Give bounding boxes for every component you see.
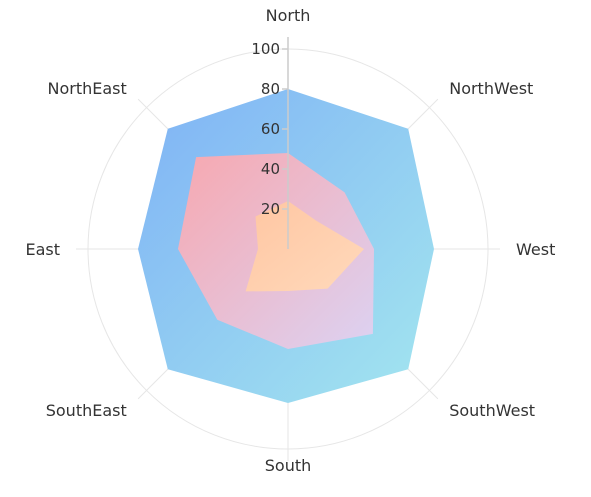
category-label-southeast: SouthEast bbox=[46, 401, 127, 420]
category-label-north: North bbox=[266, 6, 311, 25]
category-label-northeast: NorthEast bbox=[47, 79, 126, 98]
category-label-northwest: NorthWest bbox=[449, 79, 533, 98]
series-area-3 bbox=[245, 201, 364, 292]
category-label-south: South bbox=[265, 456, 312, 475]
radial-tick-label: 60 bbox=[261, 120, 280, 138]
radial-tick-label: 80 bbox=[261, 80, 280, 98]
radar-category-labels: North NorthWest West SouthWest South SouthEas… bbox=[25, 6, 555, 475]
radial-tick-label: 100 bbox=[251, 40, 280, 58]
category-label-east: East bbox=[25, 240, 60, 259]
radar-tick-labels: 20 40 60 80 100 bbox=[251, 40, 280, 218]
radial-tick-label: 40 bbox=[261, 160, 280, 178]
radar-series bbox=[138, 89, 434, 403]
radar-axes bbox=[282, 37, 289, 249]
radial-tick-label: 20 bbox=[261, 200, 280, 218]
category-label-southwest: SouthWest bbox=[449, 401, 535, 420]
category-label-west: West bbox=[516, 240, 555, 259]
